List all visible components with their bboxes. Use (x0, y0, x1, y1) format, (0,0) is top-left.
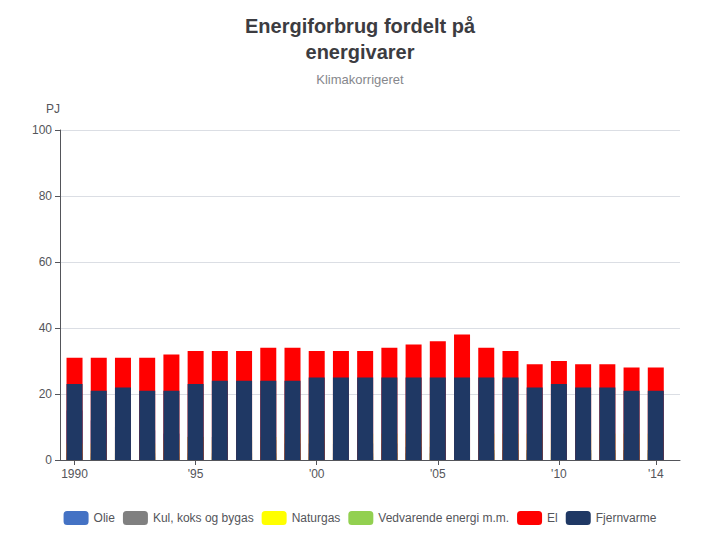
svg-text:Energiforbrug fordelt på: Energiforbrug fordelt på (245, 15, 476, 37)
svg-text:80: 80 (39, 189, 53, 203)
svg-text:'14: '14 (648, 467, 664, 481)
svg-text:100: 100 (32, 123, 52, 137)
svg-text:0: 0 (45, 453, 52, 467)
svg-text:Naturgas: Naturgas (292, 511, 341, 525)
svg-text:'95: '95 (188, 467, 204, 481)
svg-text:Kul, koks og bygas: Kul, koks og bygas (153, 511, 254, 525)
svg-text:PJ: PJ (46, 102, 60, 116)
svg-text:energivarer: energivarer (306, 41, 415, 63)
svg-text:'10: '10 (551, 467, 567, 481)
svg-text:'00: '00 (309, 467, 325, 481)
svg-text:40: 40 (39, 321, 53, 335)
svg-text:Klimakorrigeret: Klimakorrigeret (316, 72, 404, 87)
svg-text:60: 60 (39, 255, 53, 269)
svg-text:Olie: Olie (94, 511, 116, 525)
svg-text:El: El (547, 511, 558, 525)
svg-text:1990: 1990 (61, 467, 88, 481)
svg-text:'05: '05 (430, 467, 446, 481)
svg-text:Vedvarende energi m.m.: Vedvarende energi m.m. (378, 511, 509, 525)
svg-text:Fjernvarme: Fjernvarme (596, 511, 657, 525)
svg-text:20: 20 (39, 387, 53, 401)
